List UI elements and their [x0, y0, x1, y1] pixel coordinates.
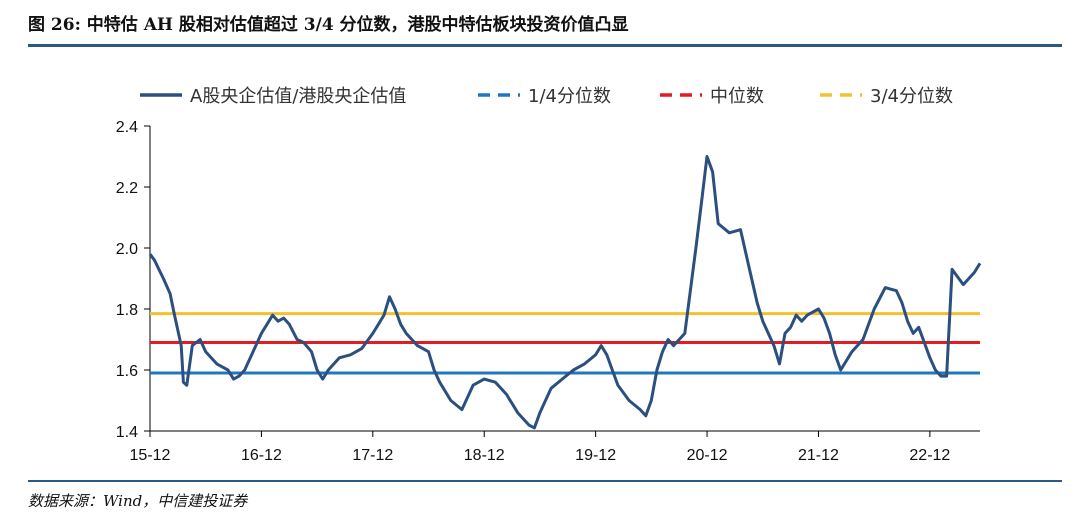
- y-tick-label-5: 2.4: [116, 119, 138, 136]
- x-tick-label-0: 15-12: [130, 447, 171, 464]
- legend-label-2: 中位数: [710, 86, 764, 107]
- x-tick-label-2: 17-12: [352, 447, 393, 464]
- x-tick-label-6: 21-12: [798, 447, 839, 464]
- legend-label-1: 1/4分位数: [528, 86, 611, 107]
- legend-label-0: A股央企估值/港股央企估值: [190, 86, 406, 107]
- legend-label-3: 3/4分位数: [870, 86, 953, 107]
- x-tick-label-1: 16-12: [241, 447, 282, 464]
- source-rule: [28, 480, 1062, 482]
- title-rule: [28, 44, 1062, 47]
- x-tick-label-3: 18-12: [464, 447, 505, 464]
- y-tick-label-0: 1.4: [116, 424, 138, 441]
- y-tick-label-1: 1.6: [116, 363, 138, 380]
- series-line-ah-ratio: [148, 155, 982, 430]
- data-source: 数据来源：Wind，中信建投证券: [28, 492, 248, 510]
- y-tick-label-4: 2.2: [116, 180, 138, 197]
- y-tick-label-2: 1.8: [116, 302, 138, 319]
- x-tick-label-4: 19-12: [575, 447, 616, 464]
- figure-title: 图 26: 中特估 AH 股相对估值超过 3/4 分位数，港股中特估板块投资价值…: [28, 15, 629, 35]
- y-tick-label-3: 2.0: [116, 241, 138, 258]
- x-tick-label-5: 20-12: [687, 447, 728, 464]
- x-tick-label-7: 22-12: [909, 447, 950, 464]
